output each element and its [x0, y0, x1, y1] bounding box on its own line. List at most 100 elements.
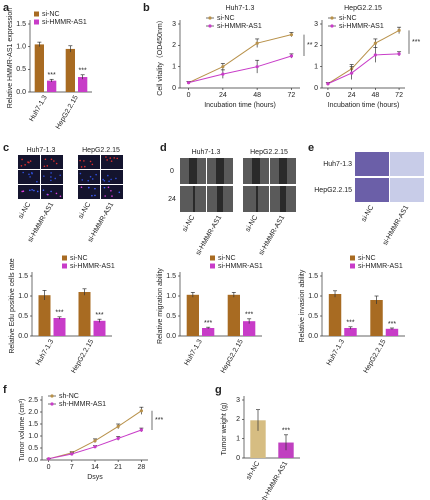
significance: ***: [155, 417, 163, 424]
cell-dot: [36, 190, 39, 193]
cell-dot: [116, 157, 119, 160]
cell-dot: [20, 164, 23, 167]
point: [221, 72, 225, 76]
cell-dot: [110, 178, 112, 181]
bar: [47, 80, 57, 92]
y-tick-label: 0.0: [28, 457, 38, 464]
y-axis-label: Tumor weight (g): [221, 403, 228, 456]
significance: ***: [388, 321, 396, 328]
scratch-gap: [280, 186, 286, 212]
condition-label: si-HMMR-AS1: [195, 214, 223, 256]
cell-dot: [59, 174, 61, 177]
x-tick-label: 72: [395, 92, 403, 99]
x-axis-label: Dsys: [87, 474, 103, 481]
cell-dot: [29, 160, 32, 162]
cell-dot: [107, 174, 109, 177]
panel-label: g: [215, 384, 222, 396]
micrograph: [18, 185, 40, 199]
significance: ***: [48, 72, 56, 79]
legend-label: sh-NC: [59, 393, 79, 400]
legend-label: si-NC: [70, 255, 88, 262]
cell-dot: [53, 160, 55, 162]
y-tick-label: 2.0: [28, 409, 38, 416]
y-tick-label: 1: [236, 436, 240, 443]
point: [289, 33, 294, 37]
y-tick-label: 1: [314, 64, 318, 71]
legend-marker: [50, 394, 54, 398]
legend-label: si-HMMR-AS1: [42, 19, 87, 26]
condition-label: si-NC: [245, 214, 260, 233]
cell-dot: [31, 172, 33, 175]
y-tick-label: 1.5: [18, 273, 28, 280]
y-tick-label: 3: [314, 21, 318, 28]
y-tick-label: 2: [172, 42, 176, 49]
cell-dot: [36, 180, 38, 183]
legend-marker: [208, 16, 212, 20]
cell-dot: [47, 193, 49, 196]
cell-dot: [42, 189, 45, 192]
x-tick-label: 28: [137, 464, 145, 471]
bar: [344, 328, 357, 336]
point: [221, 65, 225, 69]
scratch-gap: [252, 158, 260, 184]
significance: ***: [412, 39, 420, 46]
transwell-image: [355, 178, 389, 202]
panel-label: a: [3, 2, 10, 14]
micrograph: [18, 170, 40, 184]
legend-swatch: [210, 263, 215, 269]
condition-label: si-HMMR-AS1: [258, 214, 286, 256]
micrograph: [78, 155, 100, 169]
point: [373, 53, 377, 57]
y-axis-label: Relative Edu positive cells rate: [9, 258, 16, 353]
y-tick-label: 3: [236, 397, 240, 404]
cell-dot: [79, 159, 81, 162]
bar: [385, 328, 399, 336]
y-tick-label: 1.5: [166, 273, 176, 280]
y-tick-label: 0: [236, 455, 240, 462]
micrograph: [101, 170, 123, 184]
significance: ***: [95, 312, 103, 319]
cell-dot: [22, 190, 25, 192]
legend-swatch: [62, 263, 67, 269]
x-axis-label: Incubation time (hours): [328, 102, 400, 109]
x-tick-label: 0: [47, 464, 51, 471]
cell-dot: [91, 163, 94, 166]
y-tick-label: 2: [236, 416, 240, 423]
legend-swatch: [350, 263, 355, 269]
cell-dot: [80, 186, 83, 189]
bar: [34, 44, 44, 92]
micrograph: [41, 155, 63, 169]
y-tick-label: 0.5: [28, 445, 38, 452]
point: [186, 81, 191, 85]
series-line: [188, 55, 292, 84]
micrograph: [101, 155, 123, 169]
legend-label: si-HMMR-AS1: [217, 23, 262, 30]
significance: ***: [79, 68, 87, 75]
point: [116, 436, 120, 440]
y-axis-label: Relative HMMR-AS1 expression: [7, 8, 14, 108]
significance: ***: [204, 320, 212, 327]
panel-label: c: [3, 142, 9, 154]
panel-label: d: [160, 142, 167, 154]
legend-label: si-NC: [339, 15, 357, 22]
micrograph: [41, 170, 63, 184]
bar: [78, 292, 91, 336]
x-tick-label: 48: [371, 92, 379, 99]
point: [289, 54, 294, 58]
x-tick-label: HepG2.2.15: [363, 338, 388, 374]
point: [70, 452, 74, 456]
point: [255, 65, 259, 69]
y-tick-label: 1.0: [166, 293, 176, 300]
x-tick-label: 7: [70, 464, 74, 471]
legend-label: si-HMMR-AS1: [358, 263, 403, 270]
y-tick-label: 2: [314, 42, 318, 49]
legend-swatch: [210, 255, 215, 261]
x-tick-label: 14: [91, 464, 99, 471]
image-column-label: Huh7-1.3: [27, 147, 56, 154]
cell-dot: [102, 178, 104, 181]
transwell-image: [390, 178, 424, 202]
condition-label: si-HMMR-AS1: [382, 204, 410, 246]
y-tick-label: 1.5: [16, 21, 26, 28]
bar: [53, 318, 66, 336]
